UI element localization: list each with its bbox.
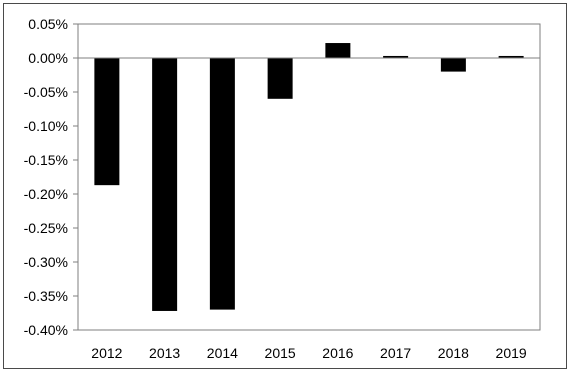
x-tick-label: 2013 — [149, 345, 180, 361]
y-tick-label: 0.00% — [28, 50, 68, 66]
x-tick-label: 2016 — [322, 345, 353, 361]
x-tick-label: 2018 — [438, 345, 469, 361]
bar-2014 — [209, 58, 235, 310]
y-tick-label: -0.25% — [24, 220, 68, 236]
x-tick-label: 2014 — [207, 345, 238, 361]
bar-2019 — [498, 55, 524, 58]
bar-2013 — [152, 58, 178, 311]
y-tick-label: -0.05% — [24, 84, 68, 100]
plot-area — [77, 23, 541, 331]
y-tick-label: -0.30% — [24, 254, 68, 270]
y-tick-label: -0.20% — [24, 186, 68, 202]
y-tick-label: -0.15% — [24, 152, 68, 168]
bar-2015 — [267, 58, 293, 99]
y-tick-label: 0.05% — [28, 16, 68, 32]
y-axis-ticks: 0.05% 0.00% -0.05% -0.10% -0.15% -0.20% -0.25%… — [24, 16, 78, 338]
x-tick-label: 2017 — [380, 345, 411, 361]
y-tick-label: -0.10% — [24, 118, 68, 134]
bar-2017 — [383, 55, 409, 58]
x-tick-label: 2019 — [496, 345, 527, 361]
bar-2016 — [325, 43, 351, 58]
plot-border — [77, 23, 541, 331]
y-tick-label: -0.40% — [24, 322, 68, 338]
bar-2012 — [94, 58, 120, 186]
bar-2018 — [440, 58, 466, 72]
x-axis-ticks: 2012 2013 2014 2015 2016 2017 2018 2019 — [91, 345, 527, 361]
bar-series — [94, 43, 524, 311]
x-tick-label: 2012 — [91, 345, 122, 361]
x-tick-label: 2015 — [265, 345, 296, 361]
y-tick-label: -0.35% — [24, 288, 68, 304]
